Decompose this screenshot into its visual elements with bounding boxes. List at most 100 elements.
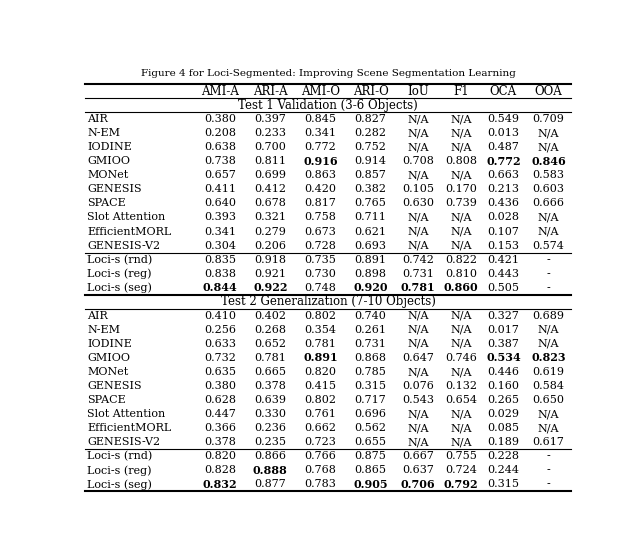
Text: IODINE: IODINE bbox=[88, 142, 132, 152]
Text: N/A: N/A bbox=[450, 170, 472, 180]
Text: 0.817: 0.817 bbox=[305, 198, 337, 208]
Text: 0.244: 0.244 bbox=[488, 465, 520, 475]
Text: N/A: N/A bbox=[450, 227, 472, 237]
Text: 0.808: 0.808 bbox=[445, 157, 477, 167]
Text: 0.397: 0.397 bbox=[255, 114, 286, 124]
Text: 0.739: 0.739 bbox=[445, 198, 477, 208]
Text: N/A: N/A bbox=[450, 339, 472, 349]
Text: 0.236: 0.236 bbox=[254, 423, 286, 433]
Text: N/A: N/A bbox=[408, 170, 429, 180]
Text: N/A: N/A bbox=[408, 325, 429, 335]
Text: -: - bbox=[547, 480, 550, 490]
Text: 0.693: 0.693 bbox=[355, 241, 387, 251]
Text: 0.378: 0.378 bbox=[204, 437, 236, 447]
Text: 0.844: 0.844 bbox=[203, 282, 237, 293]
Text: 0.638: 0.638 bbox=[204, 142, 236, 152]
Text: 0.543: 0.543 bbox=[402, 395, 434, 405]
Text: 0.792: 0.792 bbox=[444, 479, 478, 490]
Text: 0.802: 0.802 bbox=[305, 311, 337, 321]
Text: EfficientMORL: EfficientMORL bbox=[88, 423, 172, 433]
Text: 0.447: 0.447 bbox=[204, 409, 236, 419]
Text: -: - bbox=[547, 268, 550, 278]
Text: 0.708: 0.708 bbox=[403, 157, 434, 167]
Text: 0.758: 0.758 bbox=[305, 212, 337, 222]
Text: N/A: N/A bbox=[408, 241, 429, 251]
Text: 0.730: 0.730 bbox=[305, 268, 337, 278]
Text: 0.076: 0.076 bbox=[403, 381, 434, 391]
Text: 0.321: 0.321 bbox=[254, 212, 286, 222]
Text: 0.783: 0.783 bbox=[305, 480, 337, 490]
Text: 0.731: 0.731 bbox=[355, 339, 387, 349]
Text: 0.748: 0.748 bbox=[305, 283, 337, 293]
Text: 0.366: 0.366 bbox=[204, 423, 236, 433]
Text: N/A: N/A bbox=[450, 142, 472, 152]
Text: 0.918: 0.918 bbox=[254, 255, 286, 265]
Text: 0.028: 0.028 bbox=[488, 212, 520, 222]
Text: 0.822: 0.822 bbox=[445, 255, 477, 265]
Text: 0.256: 0.256 bbox=[204, 325, 236, 335]
Text: 0.640: 0.640 bbox=[204, 198, 236, 208]
Text: N/A: N/A bbox=[538, 128, 559, 138]
Text: N/A: N/A bbox=[450, 128, 472, 138]
Text: MONet: MONet bbox=[88, 170, 129, 180]
Text: 0.866: 0.866 bbox=[254, 451, 286, 461]
Text: N/A: N/A bbox=[408, 367, 429, 377]
Text: 0.282: 0.282 bbox=[355, 128, 387, 138]
Text: 0.617: 0.617 bbox=[532, 437, 564, 447]
Text: 0.534: 0.534 bbox=[486, 353, 521, 364]
Text: IODINE: IODINE bbox=[88, 339, 132, 349]
Text: 0.711: 0.711 bbox=[355, 212, 387, 222]
Text: 0.153: 0.153 bbox=[488, 241, 520, 251]
Text: 0.732: 0.732 bbox=[204, 353, 236, 363]
Text: 0.781: 0.781 bbox=[255, 353, 286, 363]
Text: 0.411: 0.411 bbox=[204, 184, 236, 194]
Text: 0.189: 0.189 bbox=[488, 437, 520, 447]
Text: 0.487: 0.487 bbox=[488, 142, 519, 152]
Text: 0.415: 0.415 bbox=[305, 381, 337, 391]
Text: 0.315: 0.315 bbox=[488, 480, 520, 490]
Text: 0.583: 0.583 bbox=[532, 170, 564, 180]
Text: AIR: AIR bbox=[88, 311, 108, 321]
Text: N/A: N/A bbox=[538, 142, 559, 152]
Text: 0.666: 0.666 bbox=[532, 198, 564, 208]
Text: 0.709: 0.709 bbox=[532, 114, 564, 124]
Text: 0.920: 0.920 bbox=[353, 282, 388, 293]
Text: 0.781: 0.781 bbox=[305, 339, 337, 349]
Text: 0.742: 0.742 bbox=[403, 255, 434, 265]
Text: Slot Attention: Slot Attention bbox=[88, 409, 166, 419]
Text: 0.706: 0.706 bbox=[401, 479, 435, 490]
Text: 0.235: 0.235 bbox=[254, 437, 286, 447]
Text: N/A: N/A bbox=[408, 142, 429, 152]
Text: 0.766: 0.766 bbox=[305, 451, 337, 461]
Text: N/A: N/A bbox=[538, 212, 559, 222]
Text: 0.865: 0.865 bbox=[355, 465, 387, 475]
Text: Slot Attention: Slot Attention bbox=[88, 212, 166, 222]
Text: 0.673: 0.673 bbox=[305, 227, 337, 237]
Text: 0.916: 0.916 bbox=[303, 156, 338, 167]
Text: 0.208: 0.208 bbox=[204, 128, 236, 138]
Text: 0.921: 0.921 bbox=[254, 268, 286, 278]
Text: MONet: MONet bbox=[88, 367, 129, 377]
Text: 0.562: 0.562 bbox=[355, 423, 387, 433]
Text: 0.888: 0.888 bbox=[253, 465, 288, 476]
Text: 0.603: 0.603 bbox=[532, 184, 564, 194]
Text: N/A: N/A bbox=[408, 227, 429, 237]
Text: GMIOO: GMIOO bbox=[88, 157, 131, 167]
Text: N/A: N/A bbox=[408, 423, 429, 433]
Text: 0.662: 0.662 bbox=[305, 423, 337, 433]
Text: 0.387: 0.387 bbox=[488, 339, 519, 349]
Text: 0.860: 0.860 bbox=[444, 282, 478, 293]
Text: 0.584: 0.584 bbox=[532, 381, 564, 391]
Text: N/A: N/A bbox=[450, 114, 472, 124]
Text: N/A: N/A bbox=[450, 325, 472, 335]
Text: N/A: N/A bbox=[408, 409, 429, 419]
Text: 0.781: 0.781 bbox=[401, 282, 435, 293]
Text: Figure 4 for Loci-Segmented: Improving Scene Segmentation Learning: Figure 4 for Loci-Segmented: Improving S… bbox=[141, 69, 515, 78]
Text: 0.891: 0.891 bbox=[355, 255, 387, 265]
Text: GENESIS-V2: GENESIS-V2 bbox=[88, 241, 161, 251]
Text: 0.654: 0.654 bbox=[445, 395, 477, 405]
Text: N/A: N/A bbox=[538, 227, 559, 237]
Text: AIR: AIR bbox=[88, 114, 108, 124]
Text: 0.863: 0.863 bbox=[305, 170, 337, 180]
Text: 0.446: 0.446 bbox=[488, 367, 520, 377]
